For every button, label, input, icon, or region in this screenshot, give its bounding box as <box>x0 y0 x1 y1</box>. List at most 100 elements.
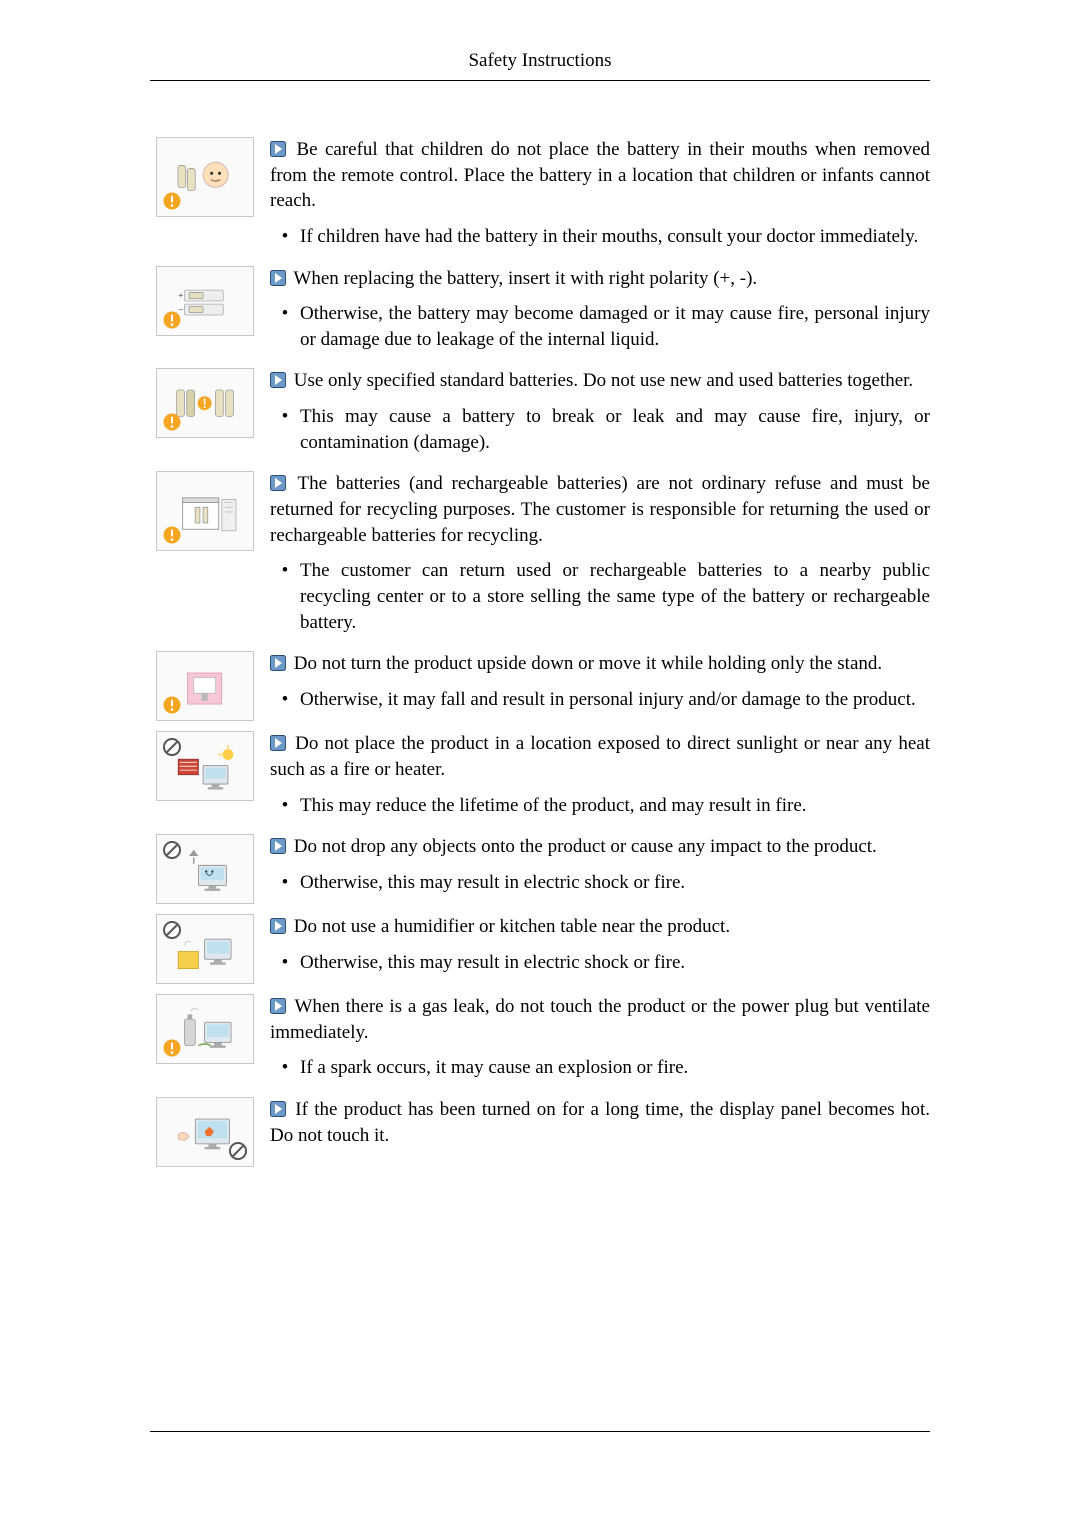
bullet-text: If a spark occurs, it may cause an explo… <box>300 1055 930 1081</box>
bullet-text: This may reduce the lifetime of the prod… <box>300 793 930 819</box>
footer-rule <box>150 1431 930 1432</box>
lead-text: Do not turn the product upside down or m… <box>270 651 930 677</box>
icon-column <box>150 651 260 721</box>
text-column: Be careful that children do not place th… <box>260 137 930 256</box>
icon-box <box>156 834 254 904</box>
lead-span: Use only specified standard batteries. D… <box>294 370 913 391</box>
icon-box: + − <box>156 266 254 336</box>
icon-column <box>150 1097 260 1167</box>
lead-span: Do not place the product in a location e… <box>270 733 930 780</box>
bullet-text: This may cause a battery to break or lea… <box>300 404 930 455</box>
bullet-text: Otherwise, the battery may become damage… <box>300 301 930 352</box>
lead-span: Do not use a humidifier or kitchen table… <box>294 916 730 937</box>
icon-box <box>156 1097 254 1167</box>
prohibit-icon <box>229 1142 247 1160</box>
icon-column <box>150 471 260 551</box>
page-header: Safety Instructions <box>150 50 930 81</box>
warning-icon <box>163 311 181 329</box>
lead-span: Do not drop any objects onto the product… <box>294 836 877 857</box>
warning-icon <box>163 192 181 210</box>
text-column: Use only specified standard batteries. D… <box>260 368 930 461</box>
arrow-icon <box>270 998 286 1014</box>
icon-box <box>156 731 254 801</box>
warning-icon <box>163 1039 181 1057</box>
lead-text: Be careful that children do not place th… <box>270 137 930 214</box>
text-column: Do not turn the product upside down or m… <box>260 651 930 718</box>
instruction-list: Be careful that children do not place th… <box>150 137 930 1167</box>
bullet-marker: • <box>270 301 300 352</box>
lead-text: The batteries (and rechargeable batterie… <box>270 471 930 548</box>
icon-column <box>150 914 260 984</box>
icon-box <box>156 137 254 217</box>
text-column: When there is a gas leak, do not touch t… <box>260 994 930 1087</box>
instruction-item: Do not turn the product upside down or m… <box>150 651 930 721</box>
instruction-item: + − When replacing the battery, insert i… <box>150 266 930 359</box>
instruction-item: Do not place the product in a location e… <box>150 731 930 824</box>
arrow-icon <box>270 270 286 286</box>
bullet-marker: • <box>270 224 300 250</box>
arrow-icon <box>270 1101 286 1117</box>
bullet-marker: • <box>270 558 300 635</box>
icon-box <box>156 368 254 438</box>
lead-text: Use only specified standard batteries. D… <box>270 368 930 394</box>
bullet-row: • If children have had the battery in th… <box>270 224 930 250</box>
page: Safety Instructions Be careful that chil… <box>0 0 1080 1237</box>
bullet-marker: • <box>270 950 300 976</box>
bullet-row: • The customer can return used or rechar… <box>270 558 930 635</box>
icon-column <box>150 731 260 801</box>
bullet-marker: • <box>270 870 300 896</box>
arrow-icon <box>270 475 286 491</box>
lead-span: If the product has been turned on for a … <box>270 1099 930 1146</box>
lead-span: When replacing the battery, insert it wi… <box>293 268 757 289</box>
bullet-row: • Otherwise, the battery may become dama… <box>270 301 930 352</box>
arrow-icon <box>270 838 286 854</box>
bullet-row: • Otherwise, this may result in electric… <box>270 870 930 896</box>
icon-column <box>150 994 260 1064</box>
warning-icon <box>163 696 181 714</box>
arrow-icon <box>270 655 286 671</box>
icon-column: + − <box>150 266 260 336</box>
lead-span: The batteries (and rechargeable batterie… <box>270 473 930 545</box>
bullet-row: • This may reduce the lifetime of the pr… <box>270 793 930 819</box>
bullet-row: • If a spark occurs, it may cause an exp… <box>270 1055 930 1081</box>
svg-text:+: + <box>178 292 183 302</box>
instruction-item: Do not drop any objects onto the product… <box>150 834 930 904</box>
prohibit-icon <box>163 738 181 756</box>
instruction-item: The batteries (and rechargeable batterie… <box>150 471 930 641</box>
bullet-text: Otherwise, it may fall and result in per… <box>300 687 930 713</box>
prohibit-icon <box>163 841 181 859</box>
lead-text: When replacing the battery, insert it wi… <box>270 266 930 292</box>
icon-column <box>150 368 260 438</box>
lead-span: Be careful that children do not place th… <box>270 139 930 211</box>
warning-icon <box>163 413 181 431</box>
text-column: Do not drop any objects onto the product… <box>260 834 930 901</box>
prohibit-icon <box>163 921 181 939</box>
icon-box <box>156 471 254 551</box>
icon-box <box>156 994 254 1064</box>
page-title: Safety Instructions <box>468 50 611 71</box>
text-column: If the product has been turned on for a … <box>260 1097 930 1158</box>
bullet-marker: • <box>270 687 300 713</box>
text-column: Do not use a humidifier or kitchen table… <box>260 914 930 981</box>
instruction-item: Be careful that children do not place th… <box>150 137 930 256</box>
lead-text: When there is a gas leak, do not touch t… <box>270 994 930 1045</box>
warning-icon <box>163 526 181 544</box>
icon-column <box>150 834 260 904</box>
arrow-icon <box>270 141 286 157</box>
text-column: Do not place the product in a location e… <box>260 731 930 824</box>
text-column: When replacing the battery, insert it wi… <box>260 266 930 359</box>
bullet-row: • Otherwise, it may fall and result in p… <box>270 687 930 713</box>
lead-text: Do not place the product in a location e… <box>270 731 930 782</box>
lead-span: Do not turn the product upside down or m… <box>294 653 882 674</box>
instruction-item: If the product has been turned on for a … <box>150 1097 930 1167</box>
lead-text: Do not drop any objects onto the product… <box>270 834 930 860</box>
lead-span: When there is a gas leak, do not touch t… <box>270 996 930 1043</box>
bullet-marker: • <box>270 404 300 455</box>
arrow-icon <box>270 735 286 751</box>
bullet-marker: • <box>270 793 300 819</box>
icon-box <box>156 914 254 984</box>
arrow-icon <box>270 372 286 388</box>
bullet-text: Otherwise, this may result in electric s… <box>300 870 930 896</box>
bullet-row: • This may cause a battery to break or l… <box>270 404 930 455</box>
bullet-marker: • <box>270 1055 300 1081</box>
